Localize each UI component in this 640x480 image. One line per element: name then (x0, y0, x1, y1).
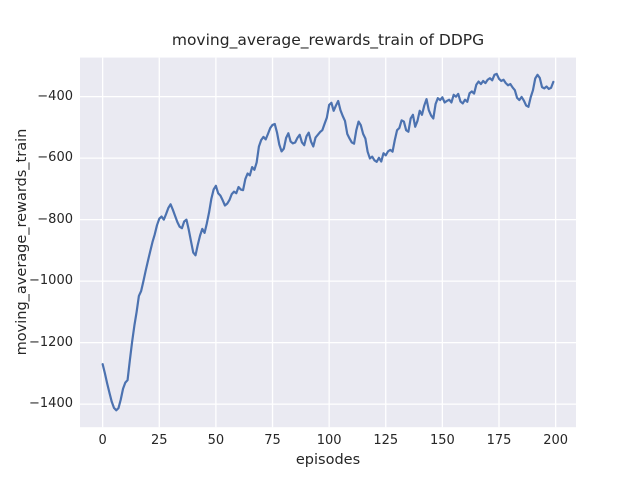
chart-title: moving_average_rewards_train of DDPG (171, 31, 485, 49)
y-tick-label: −1000 (29, 273, 73, 289)
y-tick-label: −1400 (29, 396, 73, 412)
plot-area (80, 57, 576, 428)
x-tick-label: 50 (207, 433, 225, 448)
x-tick-label: 100 (316, 433, 342, 448)
x-tick-label: 25 (150, 433, 168, 448)
x-tick-label: 125 (373, 433, 399, 448)
y-tick-label: −1200 (29, 334, 73, 350)
y-tick-label: −800 (37, 211, 73, 227)
x-tick-label: 150 (429, 433, 455, 448)
x-tick-label: 200 (543, 433, 569, 448)
x-tick-label: 0 (98, 433, 107, 448)
y-tick-label: −600 (37, 150, 73, 166)
x-tick-label: 175 (486, 433, 512, 448)
x-tick-label: 75 (264, 433, 281, 448)
x-axis-label: episodes (295, 452, 361, 468)
y-tick-label: −400 (37, 88, 73, 104)
series-line (101, 72, 555, 412)
